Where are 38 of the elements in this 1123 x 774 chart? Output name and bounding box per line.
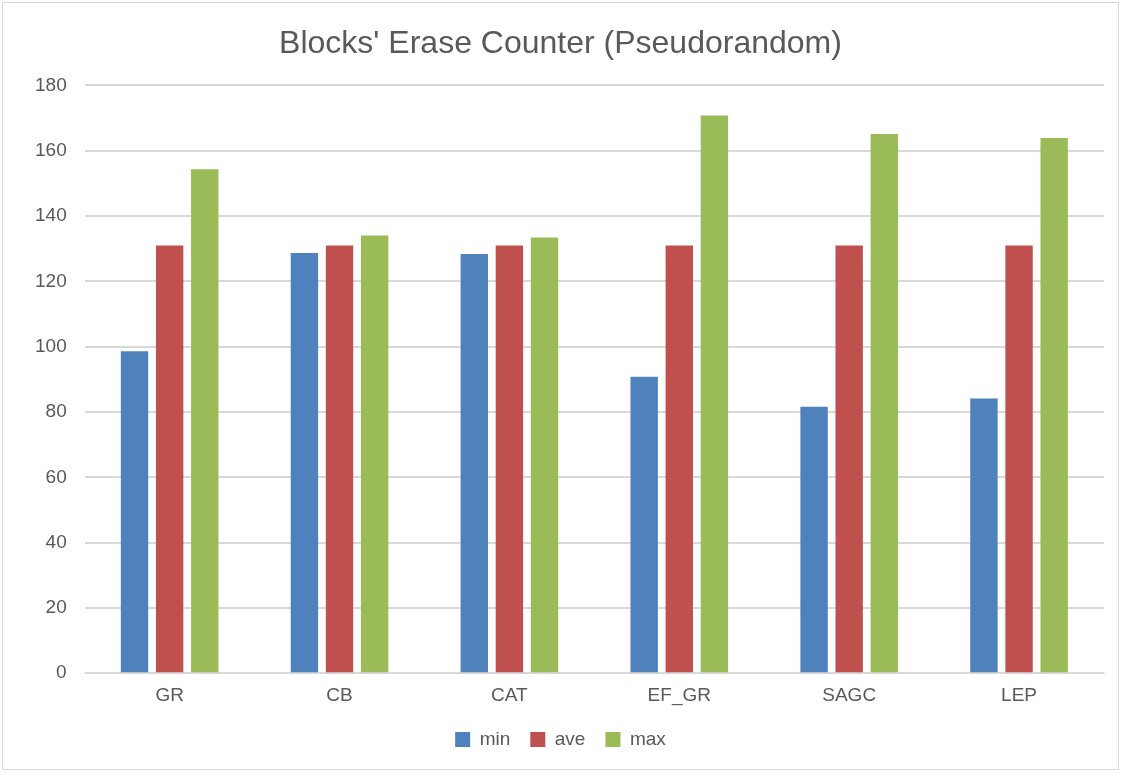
bar xyxy=(325,245,354,673)
y-tick-label: 60 xyxy=(45,465,67,487)
bar xyxy=(290,252,319,673)
bar xyxy=(870,134,898,673)
x-tick-label: EF_GR xyxy=(647,683,711,706)
bar xyxy=(191,169,219,673)
y-tick-label: 160 xyxy=(35,138,67,160)
bar xyxy=(1040,137,1068,673)
bar xyxy=(460,253,488,673)
x-tick-label: CAT xyxy=(491,683,529,705)
bar xyxy=(970,398,998,673)
legend-label: ave xyxy=(554,727,586,749)
bar xyxy=(630,376,658,673)
chart-title: Blocks' Erase Counter (Pseudorandom) xyxy=(279,24,842,61)
y-tick-label: 0 xyxy=(56,661,67,683)
legend-label: max xyxy=(629,727,667,749)
y-tick-label: 120 xyxy=(35,269,67,291)
bar xyxy=(530,237,559,673)
bar xyxy=(495,245,524,673)
y-tick-label: 180 xyxy=(35,73,67,95)
x-tick-label: CB xyxy=(326,683,353,705)
bar xyxy=(155,245,184,673)
y-tick-label: 40 xyxy=(45,530,67,552)
legend-label: min xyxy=(479,727,511,749)
bar xyxy=(835,245,863,673)
bar xyxy=(800,406,828,673)
y-tick-label: 100 xyxy=(35,334,67,356)
bar xyxy=(1005,245,1033,673)
x-tick-label: LEP xyxy=(1001,683,1038,705)
bar xyxy=(665,245,693,673)
y-tick-label: 80 xyxy=(45,400,67,422)
bar xyxy=(700,115,729,673)
x-tick-label: GR xyxy=(155,683,184,705)
y-tick-label: 20 xyxy=(45,596,67,618)
bar xyxy=(120,351,149,673)
bar xyxy=(360,235,389,673)
x-tick-label: SAGC xyxy=(822,683,877,705)
y-tick-label: 140 xyxy=(35,204,67,226)
